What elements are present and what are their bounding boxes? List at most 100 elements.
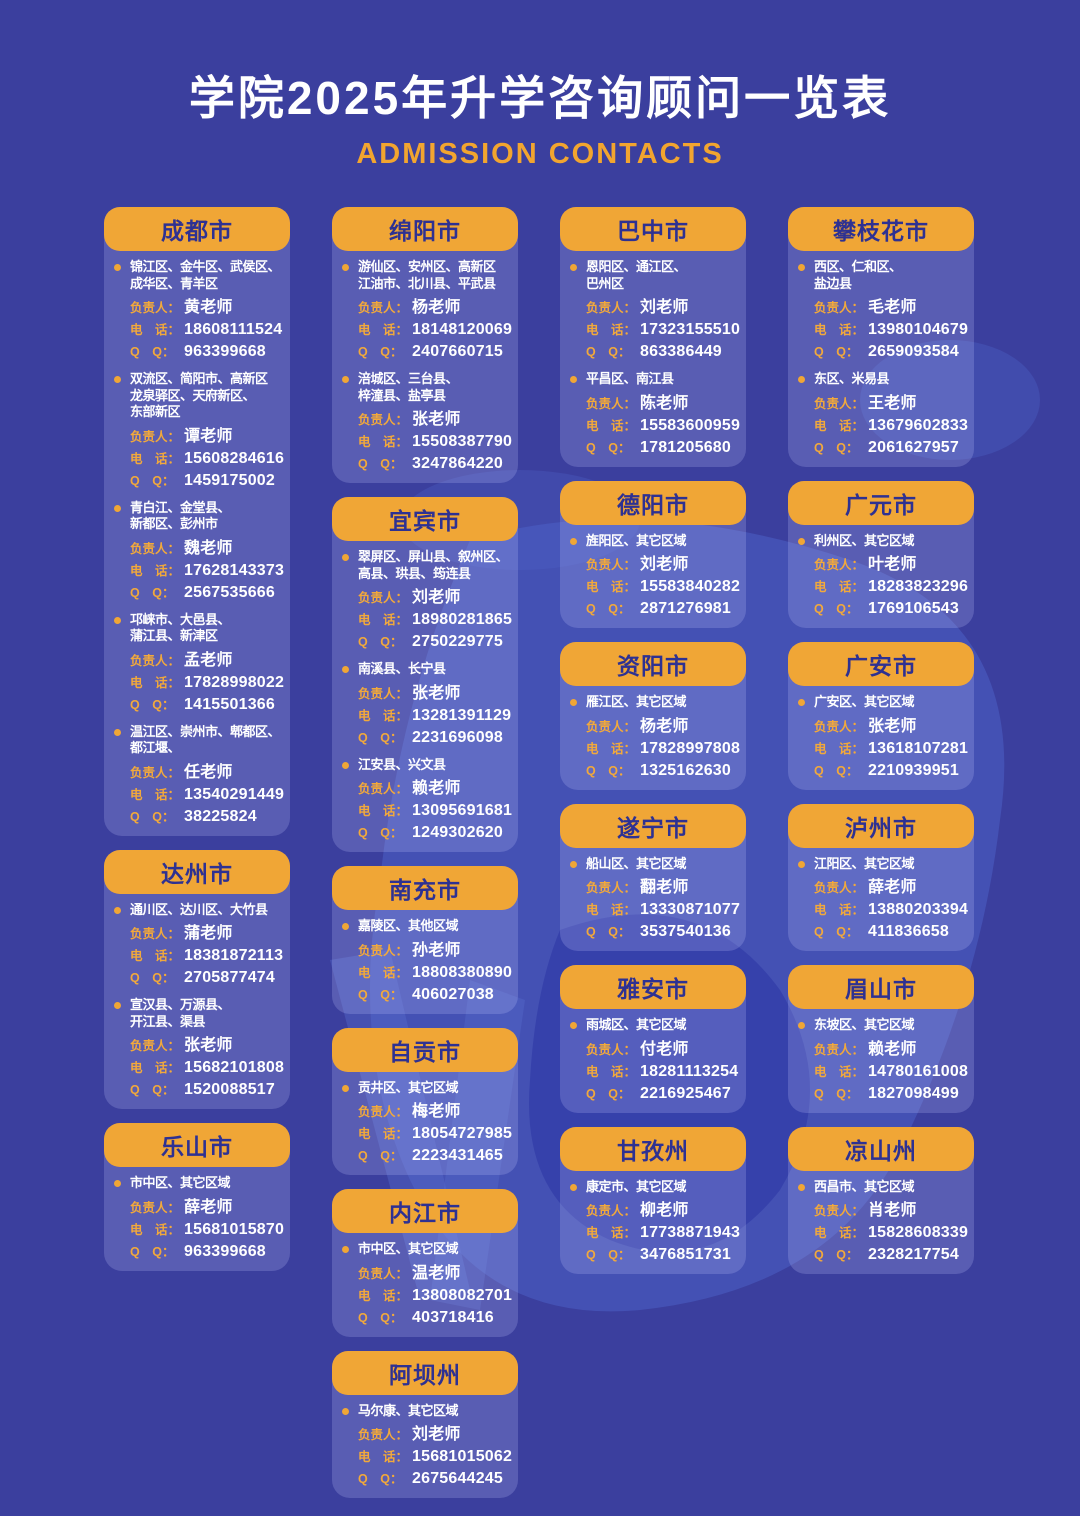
contact-rows: 负责人： 肖老师电 话： 15828608339 Q Q： 2328217754 [814, 1200, 969, 1266]
contact-rows: 负责人： 刘老师电 话： 15583840282 Q Q： 2871276981 [586, 554, 740, 620]
bullet-icon [114, 906, 121, 914]
contact-rows: 负责人： 张老师电 话： 15682101808 Q Q： 1520088517 [130, 1035, 284, 1101]
contact-rows: 负责人： 梅老师电 话： 18054727985 Q Q： 2223431465 [358, 1101, 512, 1167]
phone-label: 电 话： [130, 787, 181, 802]
phone-row: 电 话： 18283823296 [814, 576, 968, 598]
entry-head: 利州区、其它区域 [798, 533, 966, 550]
person-label: 负责人： [130, 541, 181, 556]
entry-head: 西昌市、其它区域 [798, 1179, 966, 1196]
city-card-header: 甘孜州 [560, 1126, 746, 1171]
person-label: 负责人： [130, 1039, 181, 1053]
phone-row: 电 话： 17828998022 [130, 672, 284, 694]
qq-label: Q Q： [358, 345, 403, 359]
qq-row: Q Q： 1781205680 [586, 437, 738, 459]
person-label: 负责人： [586, 1204, 637, 1218]
person-value: 柳老师 [640, 1202, 689, 1219]
entry-head: 旌阳区、其它区域 [570, 533, 738, 550]
city-card: 甘孜州康定市、其它区域 负责人： 柳老师电 话： 17738871943 Q Q： 347… [560, 1126, 746, 1274]
phone-value: 13880203394 [868, 901, 969, 918]
qq-value: 2223431465 [412, 1147, 503, 1164]
region-list: 宣汉县、万源县、 开江县、渠县 [130, 997, 231, 1029]
qq-row: Q Q： 2567535666 [130, 582, 282, 604]
person-label: 负责人： [814, 881, 865, 895]
entry-head: 广安区、其它区域 [798, 694, 966, 711]
contact-entry: 温江区、崇州市、郫都区、 都江堰、 负责人： 任老师电 话： 13540291449 Q… [114, 724, 284, 828]
bullet-icon [798, 699, 805, 706]
region-list: 雁江区、其它区域 [586, 694, 687, 709]
person-row: 负责人： 谭老师 [130, 426, 282, 448]
contact-rows: 负责人： 杨老师电 话： 17828997808 Q Q： 1325162630 [586, 716, 740, 782]
entry-head: 船山区、其它区域 [570, 856, 738, 873]
phone-label: 电 话： [358, 1127, 409, 1141]
entry-head: 市中区、其它区域 [114, 1175, 282, 1192]
qq-row: Q Q： 406027038 [358, 984, 510, 1006]
phone-value: 18281113254 [640, 1062, 739, 1080]
contact-rows: 负责人： 王老师电 话： 13679602833 Q Q： 2061627957 [814, 393, 968, 459]
region-list: 马尔康、其它区域 [358, 1402, 459, 1418]
contact-entry: 马尔康、其它区域 负责人： 刘老师电 话： 15681015062 Q Q： 267564… [342, 1402, 512, 1491]
person-row: 负责人： 刘老师 [586, 297, 738, 319]
entry-head: 雁江区、其它区域 [570, 694, 738, 711]
city-card: 凉山州 西昌市、其它区域 负责人： 肖老师电 话： 15828608339 Q Q： 232… [788, 1126, 974, 1274]
qq-value: 403718416 [412, 1308, 494, 1326]
phone-value: 15508387790 [412, 433, 513, 450]
qq-row: Q Q： 963399668 [130, 1241, 282, 1263]
contact-entry: 锦江区、金牛区、武侯区、 成华区、青羊区 负责人： 黄老师电 话： 186081115… [114, 259, 282, 363]
contact-entry: 康定市、其它区域 负责人： 柳老师电 话： 17738871943 Q Q： 347685… [570, 1179, 741, 1267]
phone-row: 电 话： 15828608339 [814, 1222, 969, 1244]
phone-label: 电 话： [358, 1450, 409, 1464]
qq-label: Q Q： [130, 1244, 175, 1259]
person-value: 刘老师 [640, 299, 689, 316]
phone-row: 电 话： 13808082701 [358, 1285, 512, 1307]
phone-label: 电 话： [814, 741, 865, 756]
qq-row: Q Q： 2659093584 [814, 341, 966, 363]
bullet-icon [114, 376, 121, 383]
phone-value: 15583600959 [640, 416, 741, 434]
person-value: 魏老师 [184, 539, 233, 557]
qq-row: Q Q： 2328217754 [814, 1244, 966, 1266]
contact-rows: 负责人： 谭老师电 话： 15608284616 Q Q： 1459175002 [130, 426, 284, 492]
contact-rows: 负责人： 蒲老师电 话： 18381872113 Q Q： 2705877474 [130, 923, 283, 989]
qq-row: Q Q： 2407660715 [358, 341, 510, 363]
qq-row: Q Q： 2210939951 [814, 760, 966, 782]
entry-head: 东坡区、其它区域 [798, 1017, 966, 1034]
contact-entry: 船山区、其它区域 负责人： 翻老师电 话： 13330871077 Q Q： 353754… [570, 856, 741, 944]
bullet-icon [798, 376, 805, 383]
phone-label: 电 话： [358, 804, 409, 818]
qq-label: Q Q： [814, 1086, 859, 1101]
region-list: 西区、仁和区、 盐边县 [814, 259, 902, 291]
person-label: 负责人： [130, 429, 181, 444]
phone-value: 13330871077 [640, 901, 741, 918]
person-value: 张老师 [184, 1037, 233, 1054]
contact-entry: 涪城区、三台县、 梓潼县、盐亭县 负责人： 张老师电 话： 15508387790 Q … [342, 371, 513, 475]
phone-row: 电 话： 13095691681 [358, 800, 512, 822]
qq-label: Q Q： [814, 763, 859, 778]
city-card-header: 阿坝州 [332, 1350, 518, 1395]
contact-entry: 江阳区、其它区域 负责人： 薛老师电 话： 13880203394 Q Q： 411836… [798, 856, 969, 944]
person-label: 负责人： [814, 1042, 865, 1057]
city-card-header: 巴中市 [560, 207, 746, 251]
phone-label: 电 话： [586, 1064, 637, 1079]
phone-value: 17738871943 [640, 1224, 741, 1241]
phone-value: 15828608339 [868, 1224, 969, 1241]
phone-label: 电 话： [586, 1226, 637, 1240]
phone-value: 18808380890 [412, 963, 513, 981]
qq-label: Q Q： [358, 1310, 403, 1325]
region-list: 嘉陵区、其他区域 [358, 918, 459, 933]
qq-row: Q Q： 2705877474 [130, 967, 282, 989]
contact-entry: 翠屏区、屏山县、叙州区、 高县、珙县、筠连县 负责人： 刘老师电 话： 1898028… [342, 549, 512, 653]
person-row: 负责人： 魏老师 [130, 538, 282, 560]
phone-label: 电 话： [586, 741, 637, 756]
city-card-header: 广安市 [788, 642, 974, 686]
qq-value: 406027038 [412, 985, 494, 1003]
qq-label: Q Q： [814, 345, 859, 359]
bullet-icon [342, 923, 349, 930]
bullet-icon [798, 537, 805, 545]
phone-value: 13618107281 [868, 739, 969, 757]
phone-row: 电 话： 18381872113 [130, 945, 283, 967]
contact-entry: 青白江、金堂县、 新都区、彭州市 负责人： 魏老师电 话： 17628143373 Q … [114, 500, 284, 604]
person-value: 任老师 [184, 763, 233, 781]
contact-entry: 雨城区、其它区域 负责人： 付老师电 话： 18281113254 Q Q： 221692… [570, 1017, 738, 1105]
region-list: 游仙区、安州区、高新区 江油市、北川县、平武县 [358, 259, 496, 291]
person-label: 负责人： [358, 413, 409, 427]
